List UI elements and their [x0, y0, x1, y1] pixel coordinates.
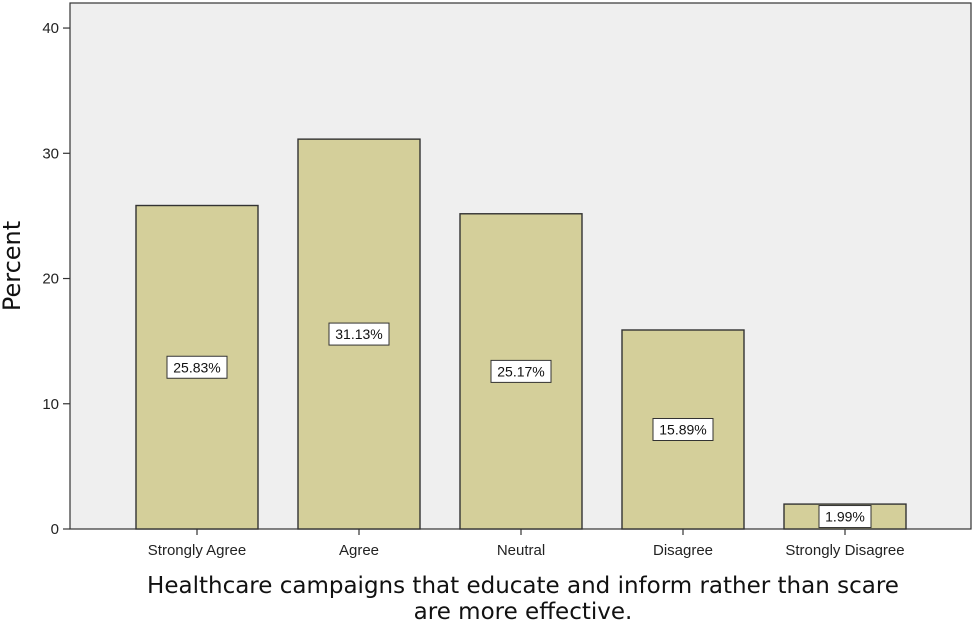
data-label-box	[328, 322, 390, 346]
data-label: 25.83%	[173, 359, 220, 375]
x-tick-label: Strongly Disagree	[785, 542, 904, 559]
bars: 25.83% 31.13% 25.17% 15.89% 1.99%	[135, 138, 907, 530]
x-axis-title-line-2: are more effective.	[414, 599, 633, 624]
data-label-box	[166, 355, 228, 379]
y-tick-label: 30	[42, 145, 59, 162]
data-label: 25.17%	[497, 363, 544, 379]
data-label: 31.13%	[335, 326, 382, 342]
data-label: 1.99%	[825, 509, 865, 525]
x-tick-label: Neutral	[497, 542, 545, 559]
y-tick-label: 0	[51, 521, 59, 538]
y-tick-label: 40	[42, 20, 59, 37]
y-tick-label: 10	[42, 396, 59, 413]
data-label-box	[652, 417, 714, 441]
x-tick-label: Strongly Agree	[148, 542, 246, 559]
x-axis: Strongly Agree Agree Neutral Disagree Strong…	[148, 529, 905, 559]
x-tick-label: Disagree	[653, 542, 713, 559]
x-tick-label: Agree	[339, 542, 379, 559]
data-label-box	[818, 505, 872, 529]
y-tick-label: 20	[42, 271, 59, 288]
data-label: 15.89%	[659, 421, 706, 437]
y-axis-title: Percent	[0, 221, 26, 311]
data-label-box	[490, 359, 552, 383]
x-axis-title-line-1: Healthcare campaigns that educate and in…	[147, 573, 899, 599]
y-axis: 0 10 20 30 40	[42, 20, 70, 538]
